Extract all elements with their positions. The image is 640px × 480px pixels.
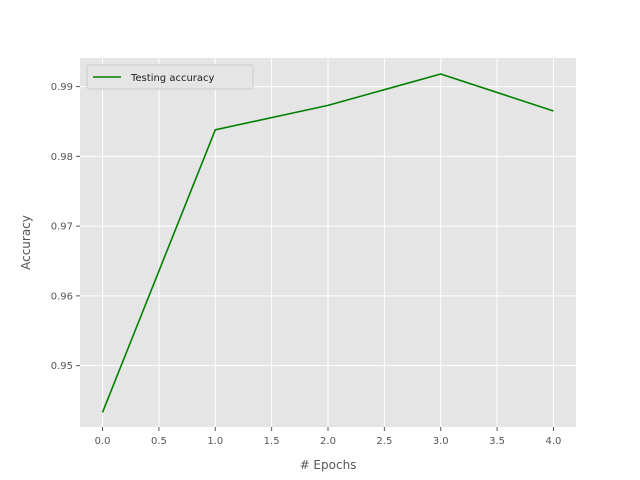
x-axis-label: # Epochs: [300, 458, 357, 472]
x-tick-label: 3.0: [433, 436, 449, 447]
series-layer: [101, 73, 554, 413]
x-tick-label: 4.0: [546, 436, 562, 447]
y-axis-label: Accuracy: [19, 215, 33, 270]
y-tick-label: 0.96: [51, 291, 73, 302]
x-tick-label: 1.0: [207, 436, 223, 447]
legend-entry-label: Testing accuracy: [130, 73, 215, 84]
y-axis-ticks: 0.95 0.96 0.97 0.98 0.99: [51, 82, 80, 372]
y-tick-label: 0.99: [51, 82, 73, 93]
legend-box: [86, 64, 254, 90]
y-tick-label: 0.95: [51, 361, 73, 372]
x-tick-label: 2.5: [376, 436, 392, 447]
x-axis-ticks: 0.0 0.5 1.0 1.5 2.0 2.5 3.0 3.5 4.0: [95, 427, 562, 447]
y-tick-label: 0.98: [51, 152, 73, 163]
x-tick-label: 0.5: [151, 436, 167, 447]
x-tick-label: 1.5: [264, 436, 280, 447]
x-tick-label: 0.0: [95, 436, 111, 447]
x-tick-label: 3.5: [489, 436, 505, 447]
legend: Testing accuracy: [86, 64, 254, 90]
series-line-testing-accuracy: [101, 73, 554, 413]
x-tick-label: 2.0: [320, 436, 336, 447]
grid-lines: [80, 58, 576, 427]
y-tick-label: 0.97: [51, 222, 73, 233]
